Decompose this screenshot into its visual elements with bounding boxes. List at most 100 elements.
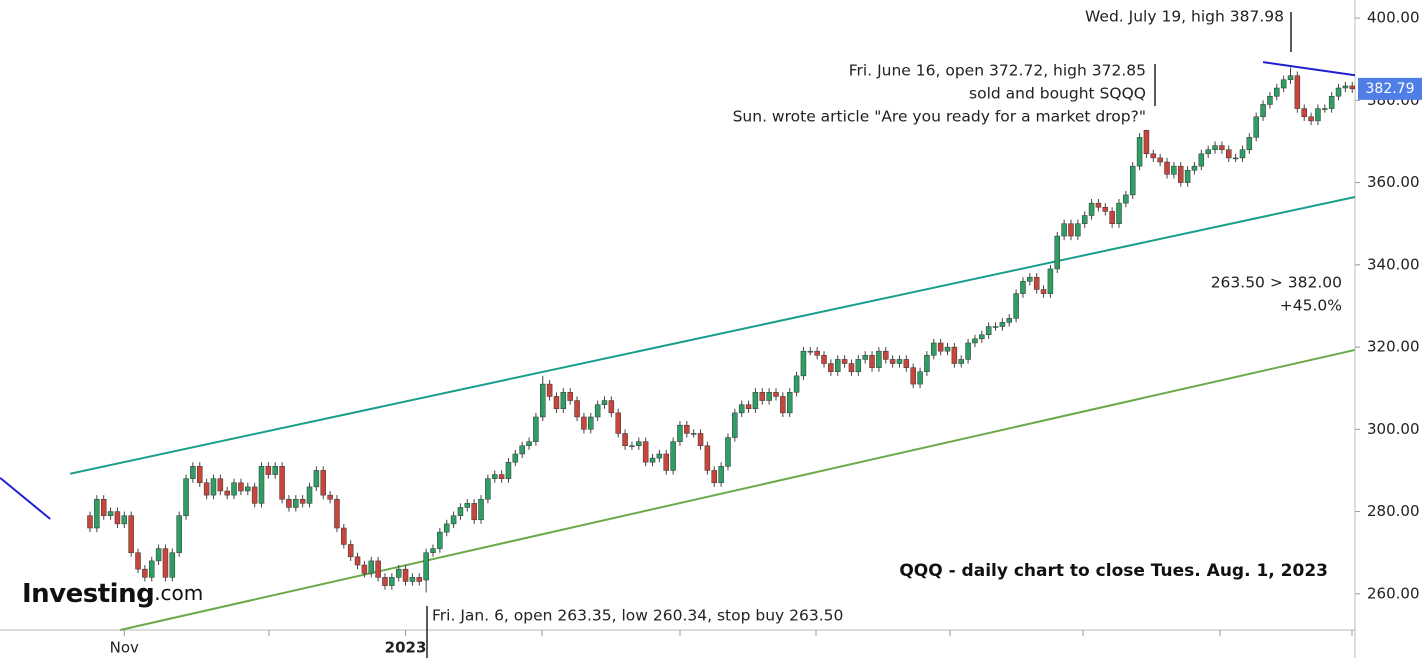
- candle-body: [924, 355, 930, 372]
- candle-body: [903, 359, 910, 368]
- candle-body: [327, 494, 333, 500]
- candle-body: [1219, 145, 1225, 150]
- candle-body: [1205, 149, 1211, 155]
- candle-body: [931, 342, 937, 356]
- candle-body: [1088, 202, 1095, 216]
- candle-body: [1246, 137, 1253, 150]
- candle-body: [258, 466, 265, 504]
- candle-body: [663, 453, 669, 471]
- candle-body: [608, 400, 615, 414]
- y-tick-label: 400.00: [1367, 9, 1420, 27]
- candle-body: [642, 441, 649, 463]
- candle-body: [1040, 289, 1047, 294]
- candle-body: [684, 424, 690, 434]
- candle-body: [1033, 276, 1040, 290]
- candle-body: [1081, 215, 1088, 224]
- candle-body: [1342, 85, 1349, 89]
- candle-body: [629, 445, 635, 448]
- candle-body: [512, 453, 519, 463]
- candle-body: [1335, 87, 1342, 97]
- trend-line: [1262, 61, 1356, 77]
- candle-body: [1294, 75, 1301, 109]
- candle-body: [279, 466, 285, 500]
- candle-body: [1157, 157, 1163, 163]
- y-tick-label: 300.00: [1367, 420, 1420, 438]
- annotation: Fri. June 16, open 372.72, high 372.85: [849, 62, 1146, 80]
- x-tick-label: 2023: [385, 639, 427, 657]
- candle-body: [505, 461, 512, 479]
- candle-body: [972, 338, 978, 344]
- candle-body: [732, 412, 738, 438]
- candle-body: [478, 498, 484, 521]
- candle-body: [128, 515, 134, 553]
- candle-body: [361, 564, 368, 574]
- candle-body: [121, 515, 128, 525]
- candle-body: [889, 359, 896, 364]
- candle-body: [1075, 223, 1081, 237]
- candle-body: [251, 486, 258, 504]
- month-ticks: [268, 630, 1353, 636]
- candle-body: [224, 490, 230, 496]
- candle-body: [368, 560, 375, 574]
- candle-body: [1315, 108, 1321, 122]
- candle-body: [992, 326, 999, 328]
- candle-body: [148, 560, 155, 578]
- candle-body: [1287, 75, 1294, 81]
- candle-body: [1143, 130, 1150, 155]
- candle-body: [965, 342, 971, 360]
- candle-body: [265, 466, 272, 475]
- candle-body: [382, 577, 388, 586]
- x-tick-label: Nov: [110, 639, 139, 657]
- annotation: Wed. July 19, high 387.98: [1085, 8, 1284, 26]
- candle-body: [1232, 157, 1239, 160]
- candle-body: [697, 433, 704, 447]
- annotation: 263.50 > 382.00: [1211, 274, 1342, 292]
- candle-body: [190, 466, 196, 479]
- candle-body: [540, 383, 546, 418]
- candle-body: [841, 359, 848, 364]
- candle-body: [437, 531, 443, 549]
- candle-body: [293, 498, 299, 508]
- candle-body: [100, 498, 107, 516]
- candle-body: [1274, 87, 1280, 97]
- candle-body: [752, 392, 759, 410]
- candle-body: [197, 466, 203, 484]
- candle-body: [766, 392, 772, 401]
- candle-body: [402, 568, 409, 582]
- candle-body: [876, 350, 882, 368]
- candle-body: [1095, 202, 1102, 208]
- candle-body: [1301, 108, 1307, 118]
- candle-body: [1226, 149, 1232, 159]
- candle-body: [553, 396, 560, 410]
- trend-line: [0, 477, 51, 520]
- candle-body: [999, 322, 1006, 327]
- candle-body: [423, 552, 429, 581]
- candle-body: [985, 326, 992, 335]
- candle-body: [498, 474, 505, 479]
- candle-body: [1239, 149, 1246, 159]
- candle-body: [1054, 235, 1061, 270]
- candle-body: [1116, 202, 1122, 224]
- candle-body: [306, 486, 313, 504]
- candle-body: [1260, 104, 1266, 118]
- candle-body: [1150, 153, 1157, 159]
- price-badge-label: 382.79: [1366, 81, 1415, 97]
- candle-body: [807, 350, 814, 353]
- candle-body: [526, 441, 532, 447]
- candle-body: [94, 498, 100, 529]
- candle-body: [786, 392, 793, 414]
- candle-body: [615, 412, 621, 434]
- candle-body: [1123, 194, 1129, 204]
- candle-body: [780, 396, 786, 414]
- plot: 260.00280.00300.00320.00340.00360.00380.…: [0, 9, 1420, 657]
- candle-body: [1164, 161, 1170, 175]
- annotation: Sun. wrote article "Are you ready for a …: [733, 108, 1146, 126]
- chart-title: QQQ - daily chart to close Tues. Aug. 1,…: [899, 561, 1328, 581]
- candle-body: [87, 515, 93, 529]
- candle-body: [1212, 145, 1218, 150]
- candle-body: [738, 404, 745, 414]
- candle-body: [862, 355, 868, 360]
- logo-name: Investing: [22, 579, 154, 609]
- candle-body: [203, 482, 210, 496]
- candle-body: [238, 482, 244, 492]
